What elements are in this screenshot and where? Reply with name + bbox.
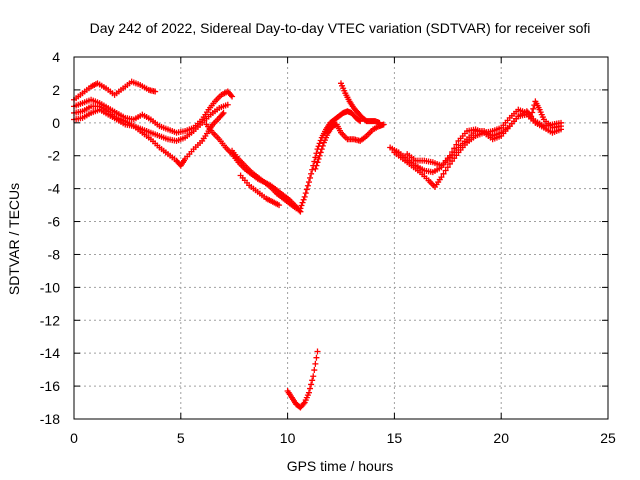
data-point xyxy=(300,400,307,407)
data-point xyxy=(528,113,535,120)
data-point xyxy=(442,167,449,174)
data-point xyxy=(307,174,314,181)
data-point xyxy=(307,385,314,392)
data-point xyxy=(313,354,320,361)
data-point xyxy=(380,121,387,128)
data-point xyxy=(309,377,316,384)
data-point xyxy=(530,105,537,112)
data-point xyxy=(313,150,320,157)
data-point xyxy=(357,118,364,125)
y-axis-label: SDTVAR / TECUs xyxy=(6,183,22,295)
y-tick-label: -6 xyxy=(48,214,61,230)
data-point xyxy=(313,162,320,169)
y-tick-label: 0 xyxy=(52,115,60,131)
data-point xyxy=(219,111,226,118)
data-point xyxy=(309,166,316,173)
data-point xyxy=(316,140,323,147)
data-point xyxy=(302,190,309,197)
data-point xyxy=(308,170,315,177)
data-point xyxy=(451,145,458,152)
data-point xyxy=(453,141,460,148)
data-point xyxy=(444,164,451,171)
data-point xyxy=(301,193,308,200)
data-point xyxy=(438,174,445,181)
data-point xyxy=(304,182,311,189)
y-tick-label: 2 xyxy=(52,82,60,98)
y-tick-label: -10 xyxy=(40,279,60,295)
data-point xyxy=(299,199,306,206)
data-point xyxy=(319,142,326,149)
y-tick-label: -8 xyxy=(48,246,61,262)
x-tick-label: 10 xyxy=(280,430,296,446)
data-point xyxy=(305,389,312,396)
data-point xyxy=(446,152,453,159)
data-points xyxy=(71,78,565,411)
data-point xyxy=(305,179,312,186)
data-point xyxy=(316,152,323,159)
data-point xyxy=(317,149,324,156)
data-point xyxy=(440,170,447,177)
y-tick-label: 4 xyxy=(52,49,60,65)
data-point xyxy=(229,93,236,100)
x-tick-label: 15 xyxy=(387,430,403,446)
data-point xyxy=(300,196,307,203)
data-point xyxy=(312,165,319,172)
data-point xyxy=(227,92,234,99)
data-point xyxy=(315,156,322,163)
plot-frame xyxy=(73,56,609,420)
data-point xyxy=(318,146,325,153)
data-point xyxy=(529,109,536,116)
data-point xyxy=(558,123,565,130)
data-point xyxy=(276,202,283,209)
gridlines xyxy=(74,57,608,419)
data-point xyxy=(314,159,321,166)
data-point xyxy=(314,348,321,355)
y-tick-label: -16 xyxy=(40,378,60,394)
chart-title: Day 242 of 2022, Sidereal Day-to-day VTE… xyxy=(90,20,591,36)
data-point xyxy=(312,154,319,161)
y-tick-label: -18 xyxy=(40,411,60,427)
x-tick-label: 25 xyxy=(600,430,616,446)
data-point xyxy=(356,117,363,124)
data-point xyxy=(224,101,231,108)
data-point xyxy=(308,381,315,388)
data-point xyxy=(449,149,456,156)
y-tick-label: -14 xyxy=(40,345,60,361)
data-point xyxy=(312,360,319,367)
data-point xyxy=(310,373,317,380)
data-point xyxy=(152,88,159,95)
data-point xyxy=(303,186,310,193)
data-point xyxy=(220,109,227,116)
x-tick-label: 0 xyxy=(70,430,78,446)
y-tick-label: -4 xyxy=(48,181,61,197)
data-point xyxy=(311,158,318,165)
data-point xyxy=(376,119,383,126)
x-tick-label: 5 xyxy=(177,430,185,446)
y-tick-label: -2 xyxy=(48,148,61,164)
y-tick-label: -12 xyxy=(40,312,60,328)
data-point xyxy=(311,367,318,374)
data-point xyxy=(298,202,305,209)
data-point xyxy=(297,205,304,212)
x-tick-label: 20 xyxy=(493,430,509,446)
x-axis-label: GPS time / hours xyxy=(287,458,394,474)
